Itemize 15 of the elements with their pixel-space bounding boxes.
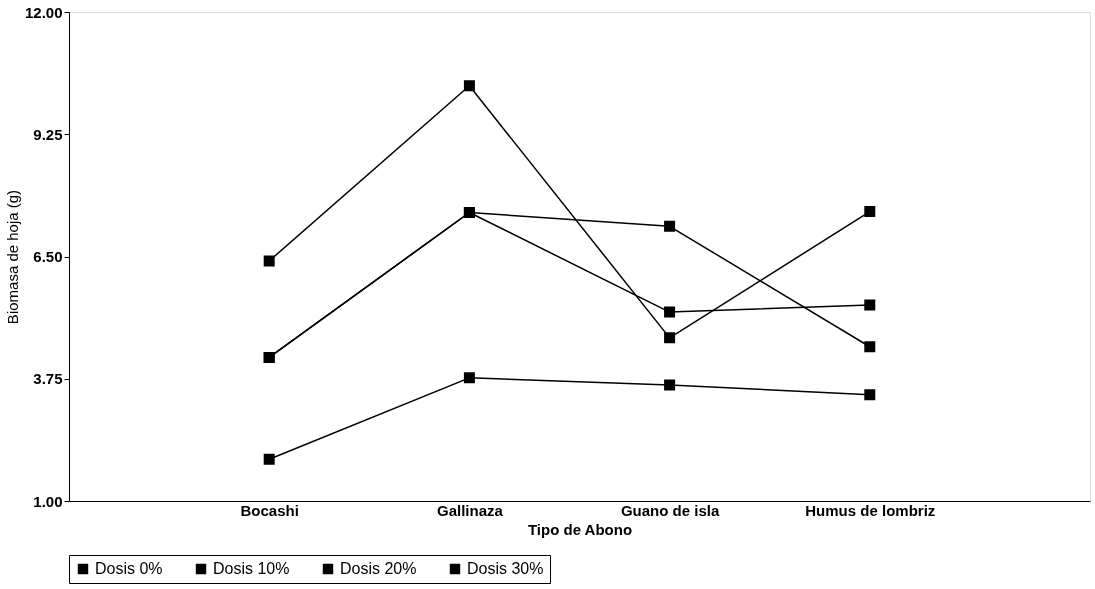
legend-label: Dosis 30%: [467, 560, 544, 577]
y-tick-label: 12.00: [24, 3, 63, 21]
legend-label: Dosis 20%: [340, 560, 417, 577]
x-axis-title: Tipo de Abono: [527, 520, 633, 538]
legend-label: Dosis 10%: [213, 560, 290, 577]
x-tick-label: Humus de lombriz: [805, 501, 936, 519]
y-axis-title: Biomasa de hoja (g): [3, 189, 21, 325]
y-tick-label: 1.00: [33, 492, 63, 510]
x-tick-label: Bocashi: [240, 501, 299, 519]
x-tick-label: Gallinaza: [436, 501, 504, 519]
y-tick-label: 6.50: [33, 248, 63, 265]
x-tick-label: Guano de isla: [620, 501, 720, 519]
y-tick-label: 3.75: [33, 370, 63, 388]
y-tick-label: 9.25: [33, 125, 63, 143]
legend-label: Dosis 0%: [95, 560, 163, 577]
